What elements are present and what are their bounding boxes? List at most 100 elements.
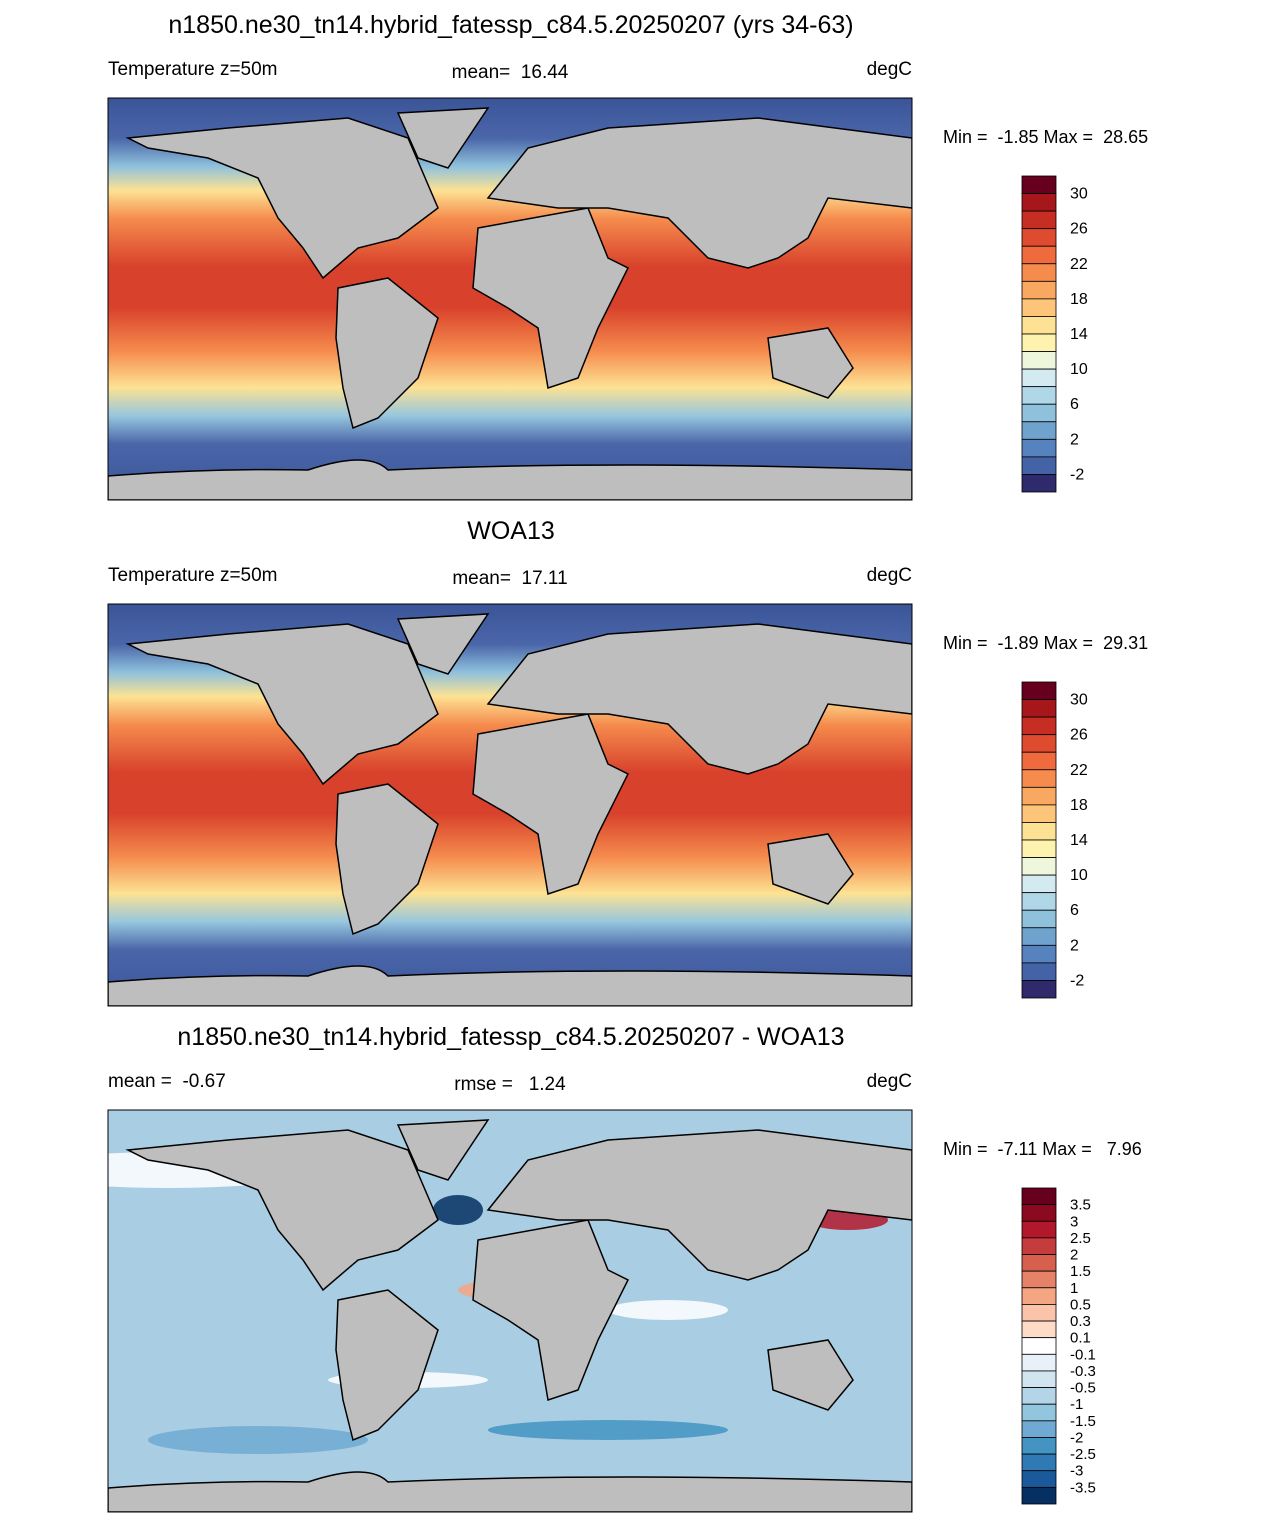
colorbar-label: 14 [1070, 832, 1088, 849]
colorbar-box [1021, 1254, 1057, 1272]
colorbar-box [1021, 1287, 1057, 1305]
colorbar-label: -0.1 [1070, 1346, 1096, 1363]
colorbar-box [1021, 751, 1057, 771]
colorbar-label: 10 [1070, 867, 1088, 884]
colorbar-box [1021, 769, 1057, 788]
colorbar-box [1021, 210, 1057, 230]
colorbar-label: -2 [1070, 466, 1084, 483]
colorbar-label: -2 [1070, 1429, 1083, 1446]
min-max: Min = -1.89 Max = 29.31 [943, 633, 1148, 653]
colorbar-label: -3 [1070, 1463, 1083, 1480]
colorbar-label: 1.5 [1070, 1263, 1091, 1280]
colorbar-label: 3 [1070, 1213, 1078, 1230]
anomaly-patch [148, 1426, 368, 1454]
colorbar-box [1021, 1437, 1057, 1455]
colorbar-box [1021, 1403, 1057, 1422]
colorbar-box [1021, 421, 1057, 440]
min-max: Min = -1.85 Max = 28.65 [943, 127, 1148, 147]
colorbar-label: -0.5 [1070, 1380, 1096, 1397]
colorbar-box [1021, 1320, 1057, 1339]
colorbar-box [1021, 944, 1057, 964]
colorbar-label: -1 [1070, 1396, 1083, 1413]
colorbar-label: 2.5 [1070, 1230, 1091, 1247]
colorbar-box [1021, 699, 1057, 718]
colorbar-label: 6 [1070, 396, 1079, 413]
left-label: Temperature z=50m [108, 59, 278, 80]
colorbar-label: -2 [1070, 972, 1084, 989]
colorbar-box [1021, 1220, 1057, 1239]
colorbar-box [1021, 1270, 1057, 1289]
colorbar-label: 18 [1070, 291, 1088, 308]
colorbar-label: 26 [1070, 727, 1088, 744]
colorbar-box [1021, 786, 1057, 806]
colorbar-box [1021, 892, 1057, 911]
colorbar-label: 2 [1070, 1247, 1078, 1264]
anomaly-patch [433, 1195, 483, 1225]
colorbar-box [1021, 1387, 1057, 1405]
center-label: rmse = 1.24 [454, 1074, 566, 1095]
colorbar-box [1021, 980, 1057, 999]
colorbar-box [1021, 681, 1057, 700]
colorbar-label: 18 [1070, 797, 1088, 814]
colorbar-box [1021, 280, 1057, 300]
colorbar-box [1021, 368, 1057, 388]
colorbar-label: -2.5 [1070, 1446, 1096, 1463]
map-frame [107, 1109, 913, 1513]
colorbar-box [1021, 1204, 1057, 1222]
colorbar-label: 2 [1070, 431, 1079, 448]
colorbar-box [1021, 1187, 1057, 1206]
panel-title: WOA13 [467, 517, 555, 545]
colorbar-box [1021, 1420, 1057, 1438]
colorbar-label: 22 [1070, 762, 1088, 779]
colorbar-box [1021, 1370, 1057, 1388]
colorbar-box [1021, 1237, 1057, 1255]
colorbar-box [1021, 263, 1057, 282]
colorbar-box [1021, 927, 1057, 946]
colorbar-box [1021, 1337, 1057, 1355]
colorbar-label: 0.1 [1070, 1330, 1091, 1347]
map-frame [107, 97, 913, 501]
colorbar-box [1021, 298, 1057, 317]
left-label: mean = -0.67 [108, 1071, 226, 1092]
colorbar-label: -3.5 [1070, 1479, 1096, 1496]
anomaly-patch [608, 1300, 728, 1320]
colorbar-label: 0.5 [1070, 1296, 1091, 1313]
colorbar-box [1021, 245, 1057, 265]
colorbar-box [1021, 716, 1057, 736]
anomaly-patch [488, 1420, 728, 1440]
colorbar-label: -1.5 [1070, 1413, 1096, 1430]
colorbar-box [1021, 474, 1057, 493]
colorbar-box [1021, 175, 1057, 194]
left-label: Temperature z=50m [108, 565, 278, 586]
colorbar-label: 10 [1070, 361, 1088, 378]
colorbar-box [1021, 909, 1057, 929]
colorbar-box [1021, 804, 1057, 823]
colorbar-box [1021, 1304, 1057, 1322]
colorbar-label: 30 [1070, 692, 1088, 709]
colorbar-box [1021, 839, 1057, 858]
map-frame [107, 603, 913, 1007]
center-label: mean= 16.44 [452, 62, 569, 83]
colorbar-label: 30 [1070, 186, 1088, 203]
colorbar-label: 2 [1070, 937, 1079, 954]
colorbar-box [1021, 962, 1057, 981]
colorbar-box [1021, 403, 1057, 423]
colorbar-box [1021, 1470, 1057, 1488]
colorbar-label: -0.3 [1070, 1363, 1096, 1380]
colorbar-label: 14 [1070, 326, 1088, 343]
min-max: Min = -7.11 Max = 7.96 [943, 1139, 1142, 1159]
panel-title: n1850.ne30_tn14.hybrid_fatessp_c84.5.202… [177, 1023, 844, 1051]
colorbar-box [1021, 822, 1057, 841]
colorbar-box [1021, 874, 1057, 894]
colorbar-box [1021, 1453, 1057, 1472]
colorbar-box [1021, 386, 1057, 405]
colorbar-box [1021, 333, 1057, 352]
right-label: degC [867, 1071, 912, 1092]
right-label: degC [867, 565, 912, 586]
right-label: degC [867, 59, 912, 80]
panel-title: n1850.ne30_tn14.hybrid_fatessp_c84.5.202… [168, 11, 853, 39]
colorbar-label: 0.3 [1070, 1313, 1091, 1330]
colorbar-box [1021, 193, 1057, 212]
colorbar-label: 3.5 [1070, 1197, 1091, 1214]
